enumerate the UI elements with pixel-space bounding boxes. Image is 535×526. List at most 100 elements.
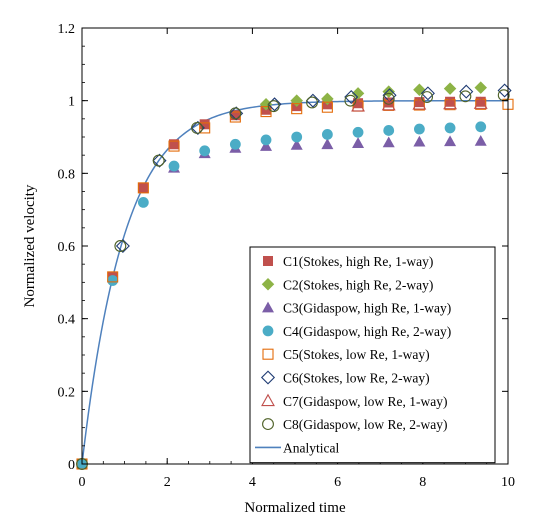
series-5-point bbox=[229, 111, 241, 123]
legend-label-8: C8(Gidaspow, low Re, 2-way) bbox=[283, 417, 447, 432]
y-tick-label: 0.4 bbox=[58, 313, 76, 328]
series-8-point bbox=[382, 92, 395, 105]
legend-label-9: Analytical bbox=[283, 440, 339, 455]
series-5-point bbox=[137, 182, 149, 194]
series-1-point bbox=[169, 139, 180, 150]
series-3-point bbox=[444, 135, 457, 147]
series-2-point bbox=[259, 98, 273, 111]
series-2-point bbox=[474, 81, 487, 94]
x-tick-label: 0 bbox=[79, 475, 86, 490]
series-8-point bbox=[306, 96, 318, 109]
series-1-point bbox=[475, 96, 486, 107]
legend-marker-5 bbox=[262, 348, 274, 360]
legend-label-2: C2(Stokes, high Re, 2-way) bbox=[283, 277, 433, 292]
series-1-point bbox=[230, 110, 241, 121]
series-5-point bbox=[199, 122, 211, 134]
y-tick-label: 0.2 bbox=[58, 385, 76, 400]
series-3-point bbox=[413, 135, 426, 147]
series-8-point bbox=[459, 90, 472, 103]
series-4-point bbox=[475, 121, 487, 133]
series-8-point bbox=[114, 240, 127, 252]
series-4-point bbox=[168, 160, 180, 172]
series-8-point bbox=[152, 154, 165, 167]
series-5-point bbox=[291, 103, 303, 115]
legend-marker-3 bbox=[262, 301, 274, 313]
series-4-point bbox=[137, 197, 149, 208]
series-4-point bbox=[229, 138, 241, 150]
legend-box bbox=[249, 246, 496, 464]
series-4-point bbox=[383, 125, 395, 136]
series-3-point bbox=[474, 134, 487, 146]
series-3-point bbox=[290, 138, 303, 150]
legend-label-3: C3(Gidaspow, high Re, 1-way) bbox=[283, 301, 451, 316]
legend-marker-4 bbox=[262, 325, 274, 337]
series-4-point bbox=[107, 275, 119, 286]
series-8-point bbox=[344, 94, 357, 107]
series-3-point bbox=[352, 137, 365, 148]
series-1-point bbox=[199, 119, 210, 130]
series-8-point bbox=[267, 100, 280, 113]
legend-label-1: C1(Stokes, high Re, 1-way) bbox=[283, 254, 433, 269]
y-tick-label: 0.8 bbox=[58, 167, 76, 182]
series-4-point bbox=[352, 126, 364, 138]
series-5-point bbox=[413, 99, 425, 111]
x-tick-label: 6 bbox=[334, 475, 341, 490]
series-1-point bbox=[445, 96, 456, 107]
series-1-point bbox=[138, 182, 149, 193]
y-tick-label: 1 bbox=[68, 95, 75, 110]
series-7-point bbox=[351, 98, 365, 112]
series-8-point bbox=[229, 107, 242, 120]
series-7-point bbox=[412, 97, 427, 110]
x-tick-label: 10 bbox=[501, 475, 515, 490]
legend-label-4: C4(Gidaspow, high Re, 2-way) bbox=[283, 324, 451, 339]
legend-label-7: C7(Gidaspow, low Re, 1-way) bbox=[283, 394, 447, 409]
series-4-point bbox=[199, 145, 211, 157]
series-7-point bbox=[443, 96, 457, 110]
legend: C1(Stokes, high Re, 1-way) C2(Stokes, hig… bbox=[249, 246, 496, 464]
series-5-point bbox=[168, 140, 180, 152]
series-2-point bbox=[413, 83, 426, 97]
series-4-point bbox=[321, 129, 333, 140]
series-6-point bbox=[344, 90, 359, 105]
series-6-point bbox=[420, 86, 435, 101]
x-tick-label: 8 bbox=[419, 475, 426, 490]
series-5-point bbox=[444, 99, 456, 111]
series-1-point bbox=[414, 97, 425, 108]
series-2-point bbox=[443, 82, 457, 95]
series-5-point bbox=[107, 271, 119, 283]
y-tick-label: 0.6 bbox=[58, 240, 76, 255]
series-4-point bbox=[413, 123, 425, 135]
x-tick-label: 4 bbox=[249, 475, 256, 490]
series-3-point bbox=[260, 140, 273, 151]
x-tick-label: 2 bbox=[164, 475, 171, 490]
legend-marker-1 bbox=[263, 256, 273, 266]
series-5-point bbox=[260, 106, 272, 118]
series-6-point bbox=[115, 238, 130, 254]
y-axis-title: Normalized velocity bbox=[22, 184, 38, 307]
series-8-point bbox=[421, 91, 434, 103]
series-4-point bbox=[291, 131, 303, 143]
y-tick-label: 1.2 bbox=[58, 22, 76, 37]
series-5-point bbox=[475, 98, 487, 110]
series-4-point bbox=[260, 134, 272, 146]
series-3-point bbox=[382, 136, 395, 148]
legend-label-6: C6(Stokes, low Re, 2-way) bbox=[283, 371, 430, 386]
series-7-point bbox=[473, 96, 488, 109]
y-tick-label: 0 bbox=[68, 458, 75, 473]
data-markers-layer bbox=[76, 81, 514, 470]
series-6-point bbox=[459, 84, 474, 99]
x-axis-title: Normalized time bbox=[244, 500, 346, 516]
series-3-point bbox=[321, 138, 334, 150]
legend-marker-6 bbox=[260, 370, 276, 385]
legend-label-5: C5(Stokes, low Re, 1-way) bbox=[283, 347, 430, 362]
series-6-point bbox=[497, 83, 512, 98]
series-7-point bbox=[381, 97, 396, 111]
series-1-point bbox=[353, 98, 364, 109]
series-8-point bbox=[191, 121, 203, 134]
legend-marker-2 bbox=[261, 278, 275, 291]
series-5-point bbox=[321, 101, 333, 113]
legend-marker-7 bbox=[261, 393, 275, 407]
series-2-point bbox=[351, 87, 365, 100]
